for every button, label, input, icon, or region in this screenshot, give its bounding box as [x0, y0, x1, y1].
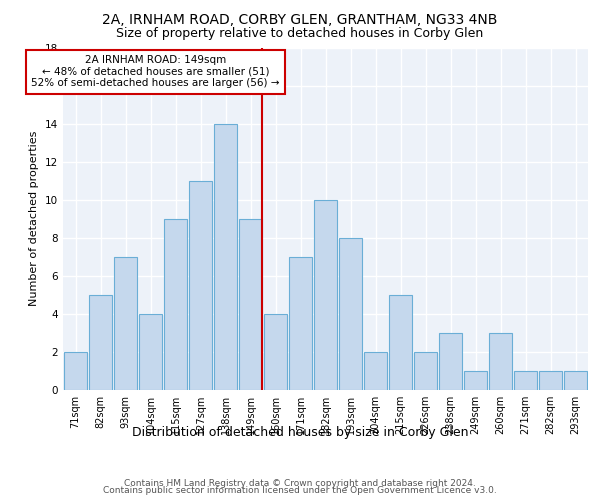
Text: Contains public sector information licensed under the Open Government Licence v3: Contains public sector information licen… — [103, 486, 497, 495]
Bar — [114, 257, 137, 390]
Text: 2A IRNHAM ROAD: 149sqm
← 48% of detached houses are smaller (51)
52% of semi-det: 2A IRNHAM ROAD: 149sqm ← 48% of detached… — [31, 55, 280, 88]
Bar — [214, 124, 237, 390]
Bar — [139, 314, 162, 390]
Bar — [314, 200, 337, 390]
Bar — [289, 257, 312, 390]
Text: 2A, IRNHAM ROAD, CORBY GLEN, GRANTHAM, NG33 4NB: 2A, IRNHAM ROAD, CORBY GLEN, GRANTHAM, N… — [103, 12, 497, 26]
Bar — [64, 352, 87, 390]
Bar — [564, 371, 587, 390]
Text: Size of property relative to detached houses in Corby Glen: Size of property relative to detached ho… — [116, 28, 484, 40]
Bar — [514, 371, 537, 390]
Bar — [489, 333, 512, 390]
Bar — [89, 295, 112, 390]
Bar — [464, 371, 487, 390]
Bar — [414, 352, 437, 390]
Bar — [164, 219, 187, 390]
Text: Distribution of detached houses by size in Corby Glen: Distribution of detached houses by size … — [132, 426, 468, 439]
Bar — [364, 352, 387, 390]
Text: Contains HM Land Registry data © Crown copyright and database right 2024.: Contains HM Land Registry data © Crown c… — [124, 478, 476, 488]
Y-axis label: Number of detached properties: Number of detached properties — [29, 131, 40, 306]
Bar — [339, 238, 362, 390]
Bar — [239, 219, 262, 390]
Bar — [539, 371, 562, 390]
Bar — [264, 314, 287, 390]
Bar — [439, 333, 462, 390]
Bar — [189, 180, 212, 390]
Bar — [389, 295, 412, 390]
